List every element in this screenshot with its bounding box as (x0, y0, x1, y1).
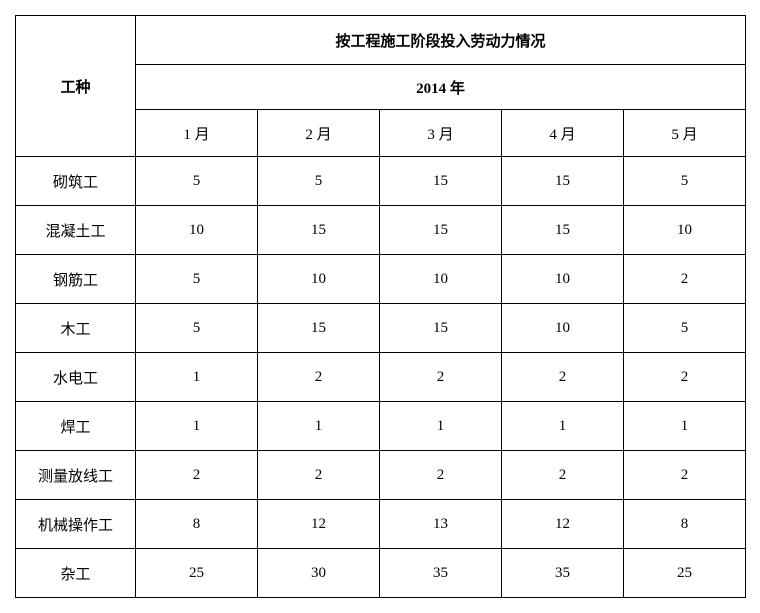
row-label: 测量放线工 (16, 451, 136, 500)
table-row: 焊工11111 (16, 402, 746, 451)
table-cell: 8 (624, 500, 746, 549)
row-label: 杂工 (16, 549, 136, 598)
table-body: 砌筑工5515155混凝土工1015151510钢筋工51010102木工515… (16, 157, 746, 598)
table-cell: 1 (136, 402, 258, 451)
table-cell: 8 (136, 500, 258, 549)
table-cell: 25 (624, 549, 746, 598)
table-cell: 10 (136, 206, 258, 255)
month-header: 2 月 (258, 110, 380, 157)
row-label: 水电工 (16, 353, 136, 402)
table-cell: 1 (258, 402, 380, 451)
table-cell: 5 (136, 255, 258, 304)
row-header-label: 工种 (16, 16, 136, 157)
table-cell: 30 (258, 549, 380, 598)
table-cell: 1 (624, 402, 746, 451)
table-cell: 5 (258, 157, 380, 206)
table-cell: 2 (624, 353, 746, 402)
row-label: 砌筑工 (16, 157, 136, 206)
table-cell: 35 (380, 549, 502, 598)
row-label: 机械操作工 (16, 500, 136, 549)
table-cell: 10 (502, 255, 624, 304)
table-row: 杂工2530353525 (16, 549, 746, 598)
table-cell: 15 (380, 206, 502, 255)
table-cell: 5 (136, 157, 258, 206)
table-cell: 2 (624, 255, 746, 304)
table-cell: 10 (502, 304, 624, 353)
month-header: 5 月 (624, 110, 746, 157)
month-header: 4 月 (502, 110, 624, 157)
year-header: 2014 年 (136, 65, 746, 110)
table-cell: 15 (258, 304, 380, 353)
table-cell: 5 (624, 157, 746, 206)
table-row: 砌筑工5515155 (16, 157, 746, 206)
table-cell: 10 (258, 255, 380, 304)
table-row: 钢筋工51010102 (16, 255, 746, 304)
table-row: 木工51515105 (16, 304, 746, 353)
row-label: 焊工 (16, 402, 136, 451)
table-cell: 15 (380, 157, 502, 206)
table-cell: 15 (380, 304, 502, 353)
row-label: 混凝土工 (16, 206, 136, 255)
table-row: 测量放线工22222 (16, 451, 746, 500)
table-cell: 1 (136, 353, 258, 402)
table-cell: 10 (624, 206, 746, 255)
table-cell: 2 (136, 451, 258, 500)
table-header: 工种 按工程施工阶段投入劳动力情况 2014 年 1 月 2 月 3 月 4 月… (16, 16, 746, 157)
row-label: 钢筋工 (16, 255, 136, 304)
labor-table: 工种 按工程施工阶段投入劳动力情况 2014 年 1 月 2 月 3 月 4 月… (15, 15, 746, 598)
table-cell: 2 (380, 451, 502, 500)
table-row: 水电工12222 (16, 353, 746, 402)
table-cell: 15 (502, 206, 624, 255)
month-header: 1 月 (136, 110, 258, 157)
row-label: 木工 (16, 304, 136, 353)
table-cell: 2 (258, 451, 380, 500)
section-header: 按工程施工阶段投入劳动力情况 (136, 16, 746, 65)
table-cell: 1 (380, 402, 502, 451)
table-cell: 15 (502, 157, 624, 206)
table-row: 混凝土工1015151510 (16, 206, 746, 255)
table-cell: 2 (624, 451, 746, 500)
month-header: 3 月 (380, 110, 502, 157)
table-cell: 5 (136, 304, 258, 353)
table-cell: 15 (258, 206, 380, 255)
table-cell: 10 (380, 255, 502, 304)
table-cell: 5 (624, 304, 746, 353)
table-cell: 2 (258, 353, 380, 402)
table-cell: 12 (258, 500, 380, 549)
table-cell: 25 (136, 549, 258, 598)
table-cell: 2 (502, 353, 624, 402)
table-cell: 1 (502, 402, 624, 451)
table-cell: 13 (380, 500, 502, 549)
table-cell: 2 (380, 353, 502, 402)
table-cell: 35 (502, 549, 624, 598)
table-row: 机械操作工81213128 (16, 500, 746, 549)
table-cell: 2 (502, 451, 624, 500)
table-cell: 12 (502, 500, 624, 549)
